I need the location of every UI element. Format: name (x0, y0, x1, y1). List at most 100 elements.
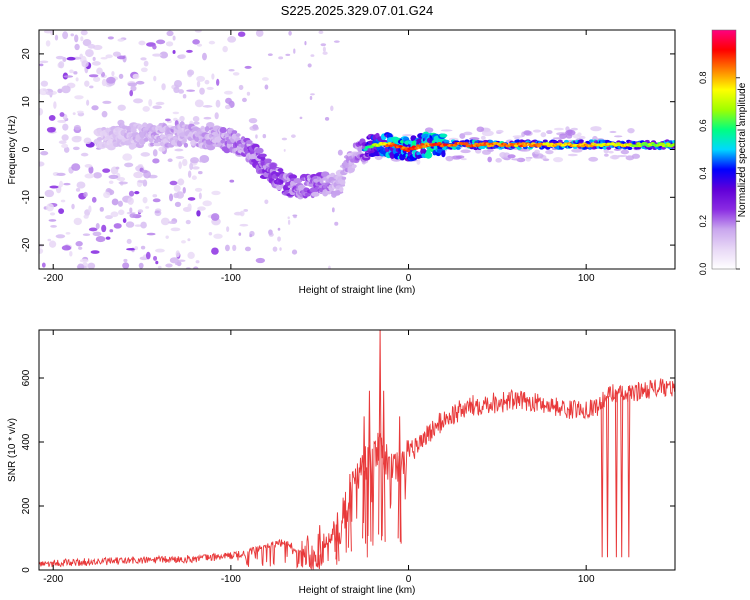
noise-blob (208, 232, 213, 236)
halo-blob (552, 137, 565, 140)
noise-blob (79, 258, 89, 263)
noise-blob (177, 259, 186, 262)
ridge-blob (176, 139, 183, 147)
noise-blob (140, 152, 151, 157)
noise-blob (128, 190, 135, 197)
noise-blob (330, 105, 334, 112)
noise-blob (203, 116, 212, 120)
noise-blob (196, 75, 206, 82)
ridge-blob (254, 147, 264, 154)
noise-blob (140, 221, 147, 229)
snr-spike (347, 473, 352, 552)
ridge-blob (264, 158, 272, 163)
noise-blob (164, 118, 171, 122)
ridge-core (671, 143, 675, 146)
noise-blob (198, 171, 203, 175)
spectrogram-xtick-label: -100 (221, 273, 241, 284)
noise-blob (277, 236, 281, 242)
snr-ytick-label: 400 (21, 433, 32, 450)
noise-blob (48, 219, 57, 222)
noise-blob (145, 206, 150, 209)
noise-blob (264, 84, 269, 90)
noise-blob (232, 72, 240, 76)
noise-blob (129, 207, 133, 213)
snr-background (39, 330, 675, 570)
noise-blob (49, 240, 57, 248)
spectrogram-ytick-label: 0 (21, 146, 32, 152)
noise-blob (138, 40, 146, 46)
noise-blob (210, 213, 220, 221)
noise-blob (138, 262, 144, 269)
ridge-blob (142, 122, 148, 128)
noise-blob (78, 246, 83, 250)
noise-blob (178, 161, 182, 170)
noise-blob (208, 40, 216, 45)
halo-blob (481, 130, 494, 137)
halo-blob (604, 153, 609, 157)
noise-blob (137, 209, 144, 214)
noise-blob (202, 105, 213, 108)
noise-blob (74, 43, 80, 51)
noise-blob (113, 223, 122, 229)
ridge-blob (441, 150, 446, 158)
noise-blob (59, 112, 65, 117)
noise-blob (83, 214, 89, 219)
noise-blob (255, 30, 264, 37)
noise-blob (87, 262, 96, 269)
noise-blob (141, 169, 149, 174)
noise-blob (134, 224, 142, 227)
spectrogram-heatmap (39, 30, 675, 269)
noise-blob (96, 67, 103, 75)
ridge-blob (672, 139, 675, 144)
noise-blob (57, 88, 63, 94)
halo-blob (546, 130, 553, 135)
noise-blob (72, 112, 76, 116)
halo-blob (577, 132, 582, 137)
noise-blob (77, 263, 85, 269)
noise-blob (129, 89, 134, 97)
noise-blob (102, 168, 111, 173)
noise-blob (196, 80, 201, 88)
colorbar-tick-label: 0.2 (698, 215, 708, 228)
halo-blob (565, 129, 576, 136)
ridge-blob (439, 133, 448, 138)
noise-blob (80, 152, 89, 157)
noise-blob (206, 86, 214, 90)
noise-blob (264, 199, 269, 205)
noise-blob (283, 149, 286, 152)
noise-blob (291, 249, 298, 255)
noise-blob (170, 227, 181, 232)
noise-blob (193, 121, 200, 125)
noise-blob (130, 85, 137, 92)
halo-blob (613, 135, 623, 138)
ridge-blob (206, 144, 216, 151)
snr-xtick-label: -100 (221, 574, 241, 585)
noise-blob (88, 165, 94, 174)
noise-blob (58, 140, 67, 144)
noise-blob (55, 55, 65, 60)
noise-blob (255, 134, 258, 139)
snr-xtick-label: 0 (406, 574, 412, 585)
noise-blob (182, 186, 186, 194)
noise-blob (187, 238, 191, 242)
noise-blob (153, 75, 157, 82)
noise-blob (73, 124, 81, 131)
noise-blob (211, 73, 215, 80)
noise-blob (285, 53, 291, 57)
noise-blob (277, 227, 281, 231)
noise-blob (333, 40, 340, 43)
halo-blob (525, 157, 531, 162)
snr-xtick-label: -200 (43, 574, 63, 585)
noise-blob (61, 134, 69, 141)
halo-blob (627, 127, 635, 134)
noise-blob (224, 244, 230, 252)
noise-blob (287, 219, 291, 225)
noise-blob (196, 210, 201, 217)
noise-blob (204, 79, 210, 85)
noise-blob (140, 245, 146, 250)
snr-dropout (600, 401, 604, 558)
spectrogram-xtick-label: 100 (578, 273, 595, 284)
noise-blob (175, 156, 185, 159)
noise-blob (133, 98, 143, 104)
noise-blob (46, 126, 56, 133)
